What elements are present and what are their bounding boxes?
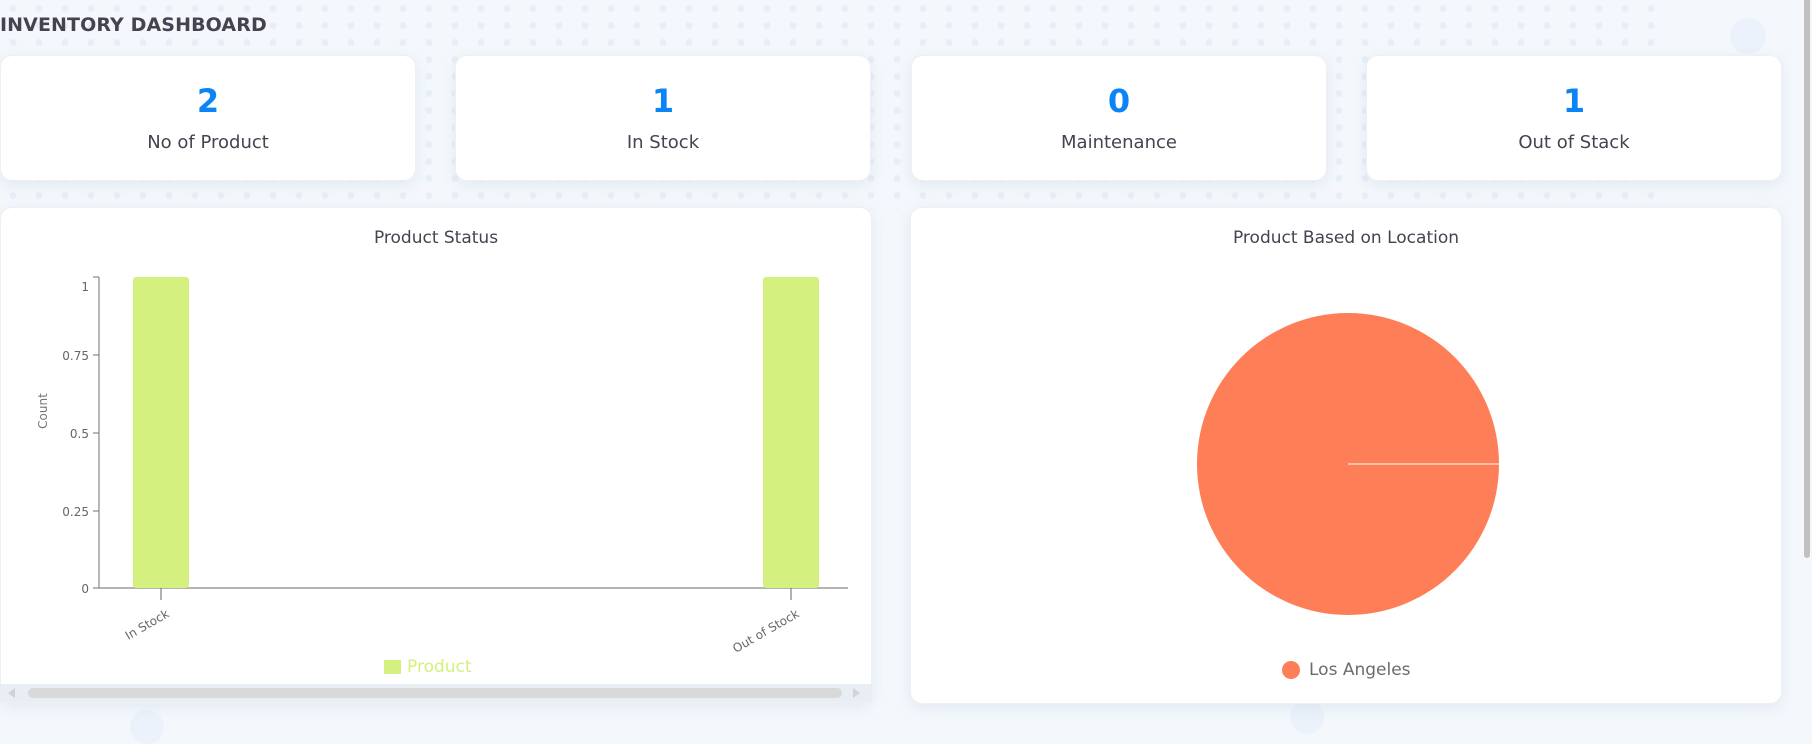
stat-value: 2: [196, 82, 220, 120]
stat-card-products: 2 No of Product: [0, 55, 416, 181]
bar-in-stock[interactable]: [133, 277, 189, 588]
pie-chart: [1197, 313, 1499, 615]
bar-legend[interactable]: Product: [384, 657, 472, 677]
stat-label: Maintenance: [1061, 132, 1177, 153]
background-blob: [1730, 18, 1766, 54]
stat-card-maintenance: 0 Maintenance: [911, 55, 1327, 181]
stat-label: In Stock: [626, 132, 700, 153]
stat-card-in-stock: 1 In Stock: [455, 55, 871, 181]
scroll-left-arrow-icon[interactable]: [8, 688, 15, 698]
legend-label: Product: [407, 657, 472, 677]
y-tick-label: 1: [81, 280, 89, 294]
background-blob: [1290, 700, 1324, 734]
y-tick-label: 0: [81, 582, 89, 596]
stat-label: Out of Stack: [1518, 132, 1630, 153]
vertical-scroll-thumb[interactable]: [1804, 0, 1810, 558]
stat-value: 0: [1107, 82, 1131, 120]
x-tick-label: In Stock: [123, 606, 172, 642]
horizontal-scroll-thumb[interactable]: [28, 688, 842, 698]
background-blob: [130, 710, 164, 744]
pie-legend[interactable]: Los Angeles: [1282, 660, 1411, 680]
y-tick-label: 0.5: [70, 427, 89, 441]
stat-value: 1: [651, 82, 675, 120]
y-tick-label: 0.75: [62, 349, 89, 363]
scroll-right-arrow-icon[interactable]: [853, 688, 860, 698]
stat-card-out-of-stock: 1 Out of Stack: [1366, 55, 1782, 181]
legend-swatch: [384, 660, 401, 674]
y-axis-label: Count: [36, 393, 50, 429]
page-title: INVENTORY DASHBOARD: [0, 14, 267, 36]
stat-label: No of Product: [147, 132, 269, 153]
stat-value: 1: [1562, 82, 1586, 120]
horizontal-scrollbar[interactable]: [0, 684, 872, 702]
chart-title: Product Based on Location: [1232, 228, 1460, 248]
x-tick-label: Out of Stock: [730, 606, 801, 655]
chart-title: Product Status: [373, 228, 499, 248]
y-tick-label: 0.25: [62, 505, 89, 519]
legend-label: Los Angeles: [1309, 660, 1411, 680]
vertical-scrollbar[interactable]: [1802, 0, 1812, 735]
legend-dot: [1282, 661, 1300, 679]
bar-chart: 1 0.75 0.5 0.25 0 Count In Stock Out of …: [36, 276, 848, 656]
bar-out-of-stock[interactable]: [763, 277, 819, 588]
